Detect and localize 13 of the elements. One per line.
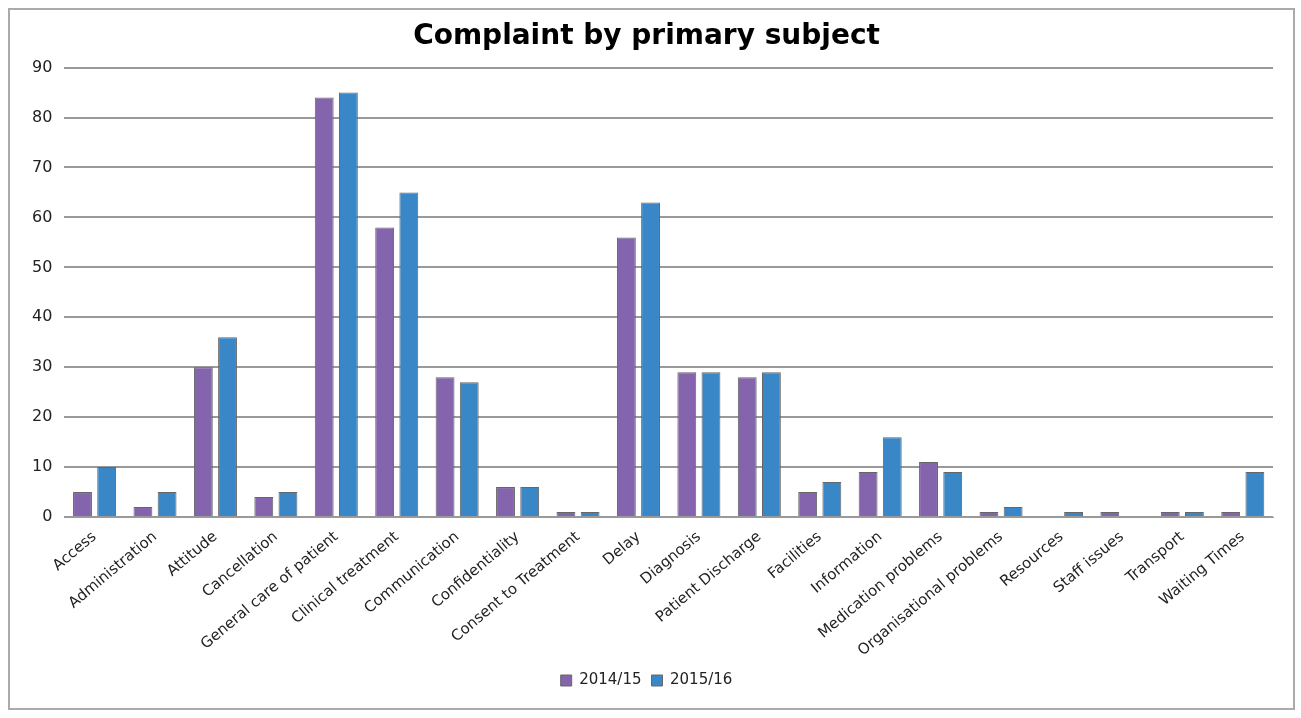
y-tick-label: 70 bbox=[32, 156, 53, 176]
y-tick-label: 80 bbox=[32, 106, 53, 126]
chart-title: Complaint by primary subject bbox=[413, 18, 880, 52]
y-tick-label: 30 bbox=[32, 356, 53, 376]
y-tick-label: 0 bbox=[42, 506, 53, 526]
y-tick-label: 20 bbox=[32, 406, 53, 426]
y-tick-label: 10 bbox=[32, 456, 53, 476]
y-tick-label: 60 bbox=[32, 206, 53, 226]
y-tick-label: 40 bbox=[32, 306, 53, 326]
y-tick-label: 90 bbox=[32, 56, 53, 76]
legend-label: 2015/16 bbox=[670, 670, 733, 689]
y-tick-label: 50 bbox=[32, 256, 53, 276]
legend-label: 2014/15 bbox=[579, 670, 642, 689]
